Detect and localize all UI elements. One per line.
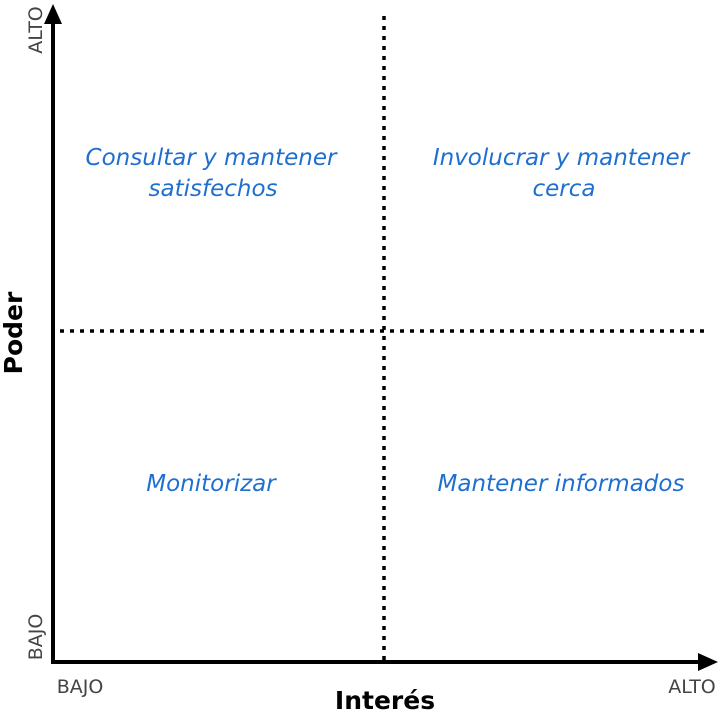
y-axis-arrow-icon <box>44 4 62 24</box>
x-axis-arrow-icon <box>698 653 718 671</box>
y-axis-high-label: ALTO <box>25 6 47 54</box>
quadrant-top-left-line2: satisfechos <box>149 176 278 202</box>
quadrant-top-right-line2: cerca <box>533 176 596 202</box>
quadrant-bottom-left: Monitorizar <box>146 471 277 497</box>
x-axis-high-label: ALTO <box>668 676 716 698</box>
quadrant-top-left-line1: Consultar y mantener <box>86 145 338 171</box>
y-axis-title: Poder <box>0 291 28 374</box>
quadrant-bottom-right: Mantener informados <box>438 471 685 497</box>
y-axis-low-label: BAJO <box>25 614 47 661</box>
quadrant-top-right-line1: Involucrar y mantener <box>433 145 691 171</box>
x-axis-low-label: BAJO <box>57 676 104 698</box>
x-axis-title: Interés <box>335 686 435 715</box>
